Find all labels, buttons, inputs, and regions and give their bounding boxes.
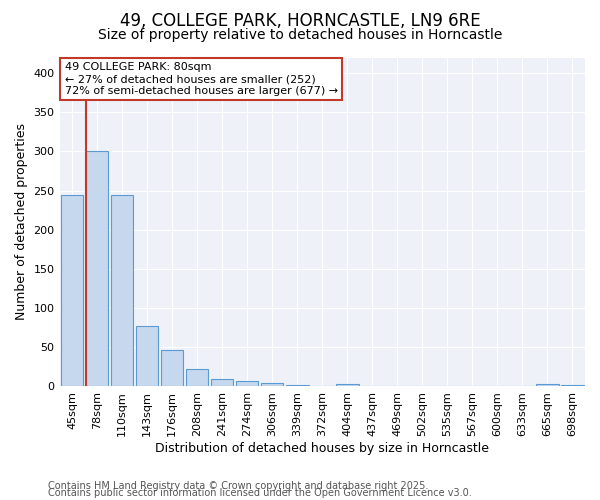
Text: Contains public sector information licensed under the Open Government Licence v3: Contains public sector information licen… (48, 488, 472, 498)
Text: Size of property relative to detached houses in Horncastle: Size of property relative to detached ho… (98, 28, 502, 42)
Bar (561, 385, 584, 386)
Text: 49 COLLEGE PARK: 80sqm
← 27% of detached houses are smaller (252)
72% of semi-de: 49 COLLEGE PARK: 80sqm ← 27% of detached… (65, 62, 338, 96)
X-axis label: Distribution of detached houses by size in Horncastle: Distribution of detached houses by size … (155, 442, 489, 455)
Bar (286, 385, 308, 386)
Bar (111, 194, 133, 386)
Y-axis label: Number of detached properties: Number of detached properties (15, 124, 28, 320)
Bar (261, 384, 283, 386)
Bar (336, 384, 359, 386)
Bar (86, 152, 109, 386)
Bar (536, 384, 559, 386)
Bar (211, 378, 233, 386)
Bar (186, 369, 208, 386)
Bar (61, 194, 83, 386)
Bar (161, 350, 184, 387)
Text: Contains HM Land Registry data © Crown copyright and database right 2025.: Contains HM Land Registry data © Crown c… (48, 481, 428, 491)
Bar (136, 326, 158, 386)
Bar (236, 381, 259, 386)
Text: 49, COLLEGE PARK, HORNCASTLE, LN9 6RE: 49, COLLEGE PARK, HORNCASTLE, LN9 6RE (119, 12, 481, 30)
